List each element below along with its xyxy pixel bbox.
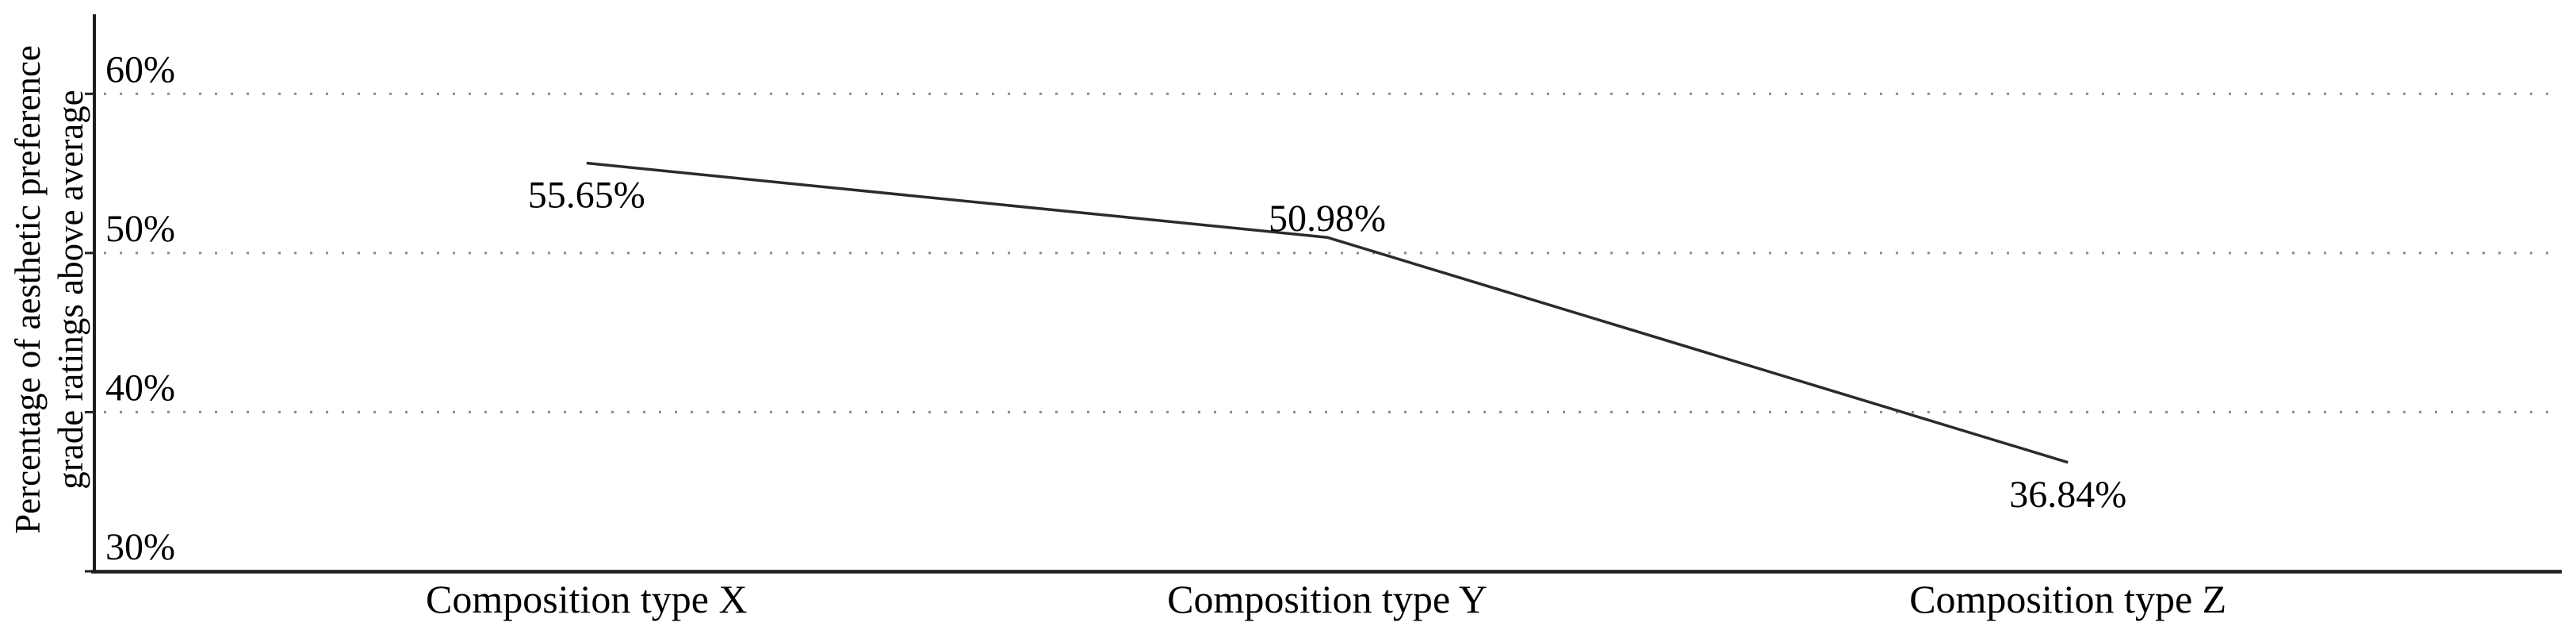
point-labels: 55.65% 50.98% 36.84% xyxy=(528,175,2126,516)
point-label: 50.98% xyxy=(1269,198,1386,240)
x-tick-label: Composition type Z xyxy=(1909,577,2226,621)
y-axis-title-line2: grade ratings above average xyxy=(51,90,90,489)
x-tick-label: Composition type X xyxy=(426,577,748,621)
y-tick-label-30: 30% xyxy=(105,526,175,568)
y-tick-label-50: 50% xyxy=(105,208,175,250)
y-axis-title-line1: Percentage of aesthetic preference xyxy=(8,45,48,534)
point-label: 55.65% xyxy=(528,175,645,217)
gridlines xyxy=(104,92,2562,413)
x-tick-label: Composition type Y xyxy=(1167,577,1487,621)
y-tick-label-40: 40% xyxy=(105,367,175,409)
x-tick-labels: Composition type X Composition type Y Comp… xyxy=(426,577,2226,621)
y-tick-labels: 30% 40% 50% 60% xyxy=(105,48,175,568)
y-tick-label-60: 60% xyxy=(105,48,175,90)
point-label: 36.84% xyxy=(2009,474,2126,516)
data-line xyxy=(586,161,2069,464)
